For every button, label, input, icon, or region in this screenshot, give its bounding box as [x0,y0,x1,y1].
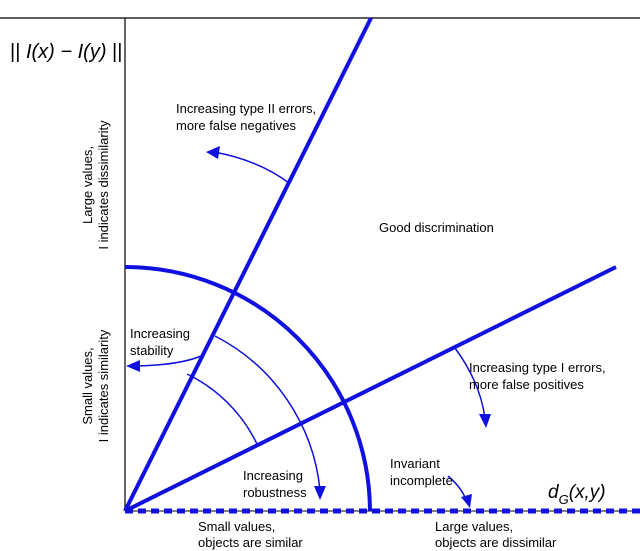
x-label-right-line2: objects are dissimilar [435,535,557,550]
robustness-arc-outer [214,335,321,491]
invariant-arrowhead [461,494,472,508]
x-label-right-line1: Large values, [435,519,513,534]
stability-label-line2: stability [130,343,174,358]
steep-threshold-line [123,17,373,512]
x-axis-title: dG(x,y) [548,482,606,507]
y-label-lower-line2: I indicates similarity [96,329,111,442]
stability-arrow [135,355,202,367]
type1-arrowhead [479,414,491,428]
type1-label-line1: Increasing type I errors, [469,360,606,375]
type2-label-line1: Increasing type II errors, [176,101,316,116]
type2-arrow [213,151,290,184]
type1-arrow [454,347,486,419]
invariant-label-line1: Invariant [390,456,440,471]
y-label-lower-line1: Small values, [80,347,95,424]
stability-label-line1: Increasing [130,326,190,341]
type1-label-line2: more false positives [469,377,584,392]
y-label-upper-line2: I indicates dissimilarity [96,120,111,250]
stability-quarter-circle [124,265,372,512]
robustness-label-line2: robustness [243,485,307,500]
robustness-arc-inner [186,373,258,445]
type2-label-line2: more false negatives [176,118,296,133]
shallow-threshold-line [124,265,617,513]
x-label-left-line1: Small values, [198,519,275,534]
stability-arrowhead [126,360,140,372]
y-label-upper-line1: Large values, [80,146,95,224]
invariant-label-line2: incomplete [390,473,453,488]
type2-arrowhead [206,146,220,159]
robustness-arrowhead [314,486,326,500]
robustness-label-line1: Increasing [243,468,303,483]
y-axis-title: || I(x) − I(y) || [10,41,122,63]
x-label-left-line2: objects are similar [198,535,303,550]
good-discrimination-label: Good discrimination [379,220,494,235]
